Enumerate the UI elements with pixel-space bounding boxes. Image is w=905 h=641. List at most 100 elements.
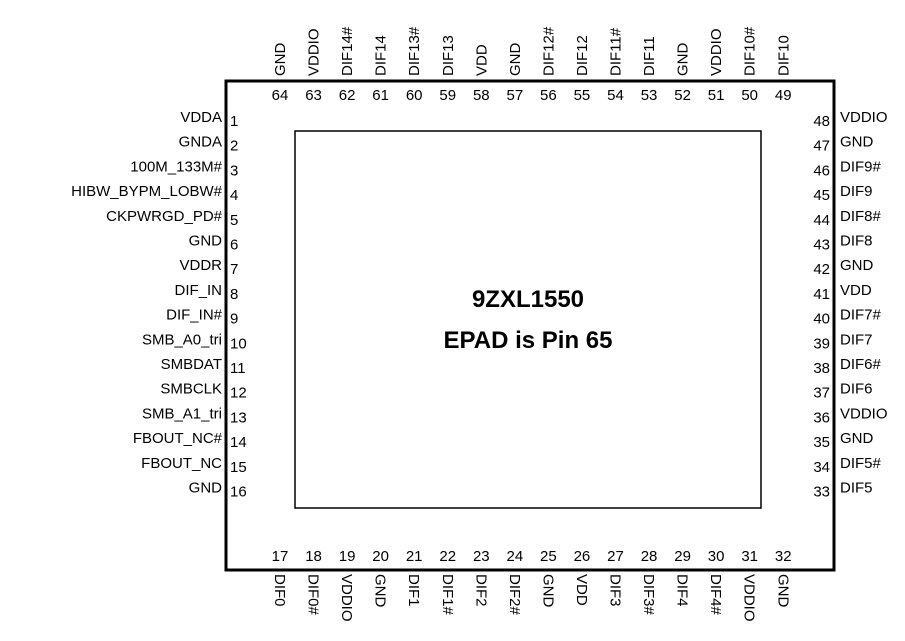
pin-number-25: 25 — [540, 548, 557, 565]
pin-name-61: DIF14 — [373, 35, 390, 76]
pin-name-20: GND — [372, 574, 389, 608]
pin-number-32: 32 — [775, 548, 792, 565]
pin-name-57: GND — [507, 43, 524, 77]
pin-name-43: DIF8 — [840, 233, 873, 250]
pin-number-2: 2 — [230, 138, 238, 155]
pin-number-7: 7 — [230, 261, 238, 278]
pin-number-30: 30 — [708, 548, 725, 565]
pin-name-35: GND — [840, 430, 874, 447]
pin-number-11: 11 — [230, 360, 246, 377]
pin-number-19: 19 — [339, 548, 356, 565]
pin-name-49: DIF10 — [775, 35, 792, 76]
pin-name-11: SMBDAT — [161, 356, 222, 373]
pin-name-47: GND — [840, 134, 874, 151]
pin-name-62: DIF14# — [339, 26, 356, 76]
pin-name-15: FBOUT_NC — [141, 455, 222, 472]
pin-number-46: 46 — [813, 162, 830, 179]
pin-number-63: 63 — [305, 87, 322, 104]
pin-name-18: DIF0# — [305, 574, 322, 616]
pin-name-64: GND — [272, 43, 289, 77]
pin-name-26: VDD — [573, 574, 590, 606]
pin-name-60: DIF13# — [406, 26, 423, 76]
pin-name-36: VDDIO — [840, 405, 888, 422]
pin-name-40: DIF7# — [840, 307, 882, 324]
pin-number-48: 48 — [813, 113, 830, 130]
pin-number-56: 56 — [540, 87, 557, 104]
pin-number-5: 5 — [230, 212, 238, 229]
pin-number-13: 13 — [230, 409, 247, 426]
pin-number-34: 34 — [813, 459, 830, 476]
pin-name-56: DIF12# — [540, 26, 557, 76]
pin-number-4: 4 — [230, 187, 238, 204]
pin-name-19: VDDIO — [338, 574, 355, 622]
pin-name-39: DIF7 — [840, 331, 873, 348]
pin-number-33: 33 — [813, 484, 830, 501]
pin-number-54: 54 — [607, 87, 624, 104]
pin-name-48: VDDIO — [840, 109, 888, 126]
pin-name-3: 100M_133M# — [130, 158, 222, 175]
pin-name-8: DIF_IN — [174, 282, 222, 299]
pin-number-26: 26 — [574, 548, 591, 565]
pin-name-46: DIF9# — [840, 158, 882, 175]
pin-name-52: GND — [675, 43, 692, 77]
pin-name-51: VDDIO — [708, 28, 725, 76]
pin-name-42: GND — [840, 257, 874, 274]
pin-number-44: 44 — [813, 212, 830, 229]
pin-name-54: DIF11# — [608, 27, 625, 76]
pin-name-53: DIF11 — [641, 36, 658, 76]
pin-name-1: VDDA — [180, 109, 222, 126]
pin-number-35: 35 — [813, 434, 830, 451]
pin-name-2: GNDA — [179, 134, 222, 151]
pin-name-37: DIF6 — [840, 381, 873, 398]
pin-number-52: 52 — [674, 87, 691, 104]
pin-name-12: SMBCLK — [160, 381, 222, 398]
pin-name-25: GND — [539, 574, 556, 608]
pin-name-59: DIF13 — [440, 35, 457, 76]
pin-number-17: 17 — [272, 548, 289, 565]
pin-number-23: 23 — [473, 548, 490, 565]
epad-note: EPAD is Pin 65 — [444, 327, 613, 354]
pin-name-58: VDD — [473, 44, 490, 76]
pin-name-4: HIBW_BYPM_LOBW# — [71, 183, 223, 200]
pin-name-16: GND — [189, 480, 223, 497]
pin-number-40: 40 — [813, 311, 830, 328]
pin-number-42: 42 — [813, 261, 830, 278]
pin-name-6: GND — [189, 233, 223, 250]
pin-number-43: 43 — [813, 237, 830, 254]
pin-labels: 64GND63VDDIO62DIF14#61DIF1460DIF13#59DIF… — [71, 26, 887, 621]
pin-number-61: 61 — [372, 87, 389, 104]
pin-number-45: 45 — [813, 187, 830, 204]
pin-number-36: 36 — [813, 409, 830, 426]
pin-number-47: 47 — [813, 138, 830, 155]
pin-name-5: CKPWRGD_PD# — [106, 208, 223, 225]
pin-name-14: FBOUT_NC# — [133, 430, 223, 447]
pin-name-44: DIF8# — [840, 208, 882, 225]
pin-name-63: VDDIO — [306, 28, 323, 76]
pin-number-28: 28 — [641, 548, 658, 565]
pin-name-23: DIF2 — [472, 574, 489, 607]
pin-name-31: VDDIO — [741, 574, 758, 622]
pin-number-3: 3 — [230, 162, 238, 179]
pin-number-21: 21 — [406, 548, 423, 565]
pin-number-20: 20 — [372, 548, 389, 565]
pin-number-31: 31 — [741, 548, 758, 565]
pin-name-29: DIF4 — [674, 574, 691, 607]
pin-name-10: SMB_A0_tri — [142, 331, 222, 348]
pin-number-55: 55 — [574, 87, 591, 104]
pin-number-58: 58 — [473, 87, 490, 104]
pin-number-15: 15 — [230, 459, 247, 476]
pin-name-9: DIF_IN# — [166, 307, 223, 324]
pin-number-57: 57 — [507, 87, 524, 104]
pin-number-18: 18 — [305, 548, 322, 565]
pin-number-62: 62 — [339, 87, 356, 104]
pin-name-30: DIF4# — [707, 574, 724, 616]
pin-name-55: DIF12 — [574, 35, 591, 76]
pin-number-51: 51 — [708, 87, 725, 104]
epad — [294, 130, 762, 509]
pin-number-8: 8 — [230, 286, 238, 303]
pin-number-12: 12 — [230, 385, 247, 402]
pin-number-24: 24 — [507, 548, 524, 565]
pin-number-41: 41 — [813, 286, 830, 303]
pin-name-50: DIF10# — [742, 26, 759, 76]
pin-name-27: DIF3 — [607, 574, 624, 607]
